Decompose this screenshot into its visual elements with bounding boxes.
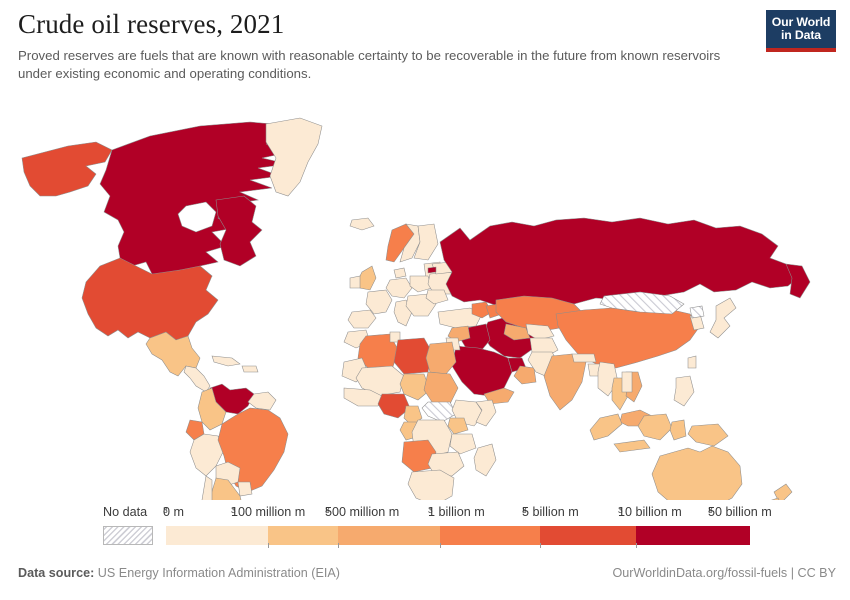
country-australia[interactable] [652, 446, 742, 500]
country-nepal-bhutan[interactable] [572, 354, 596, 362]
legend-tick-mark-3 [440, 543, 441, 548]
country-denmark[interactable] [394, 268, 406, 278]
country-paraguay[interactable] [238, 482, 252, 496]
country-taiwan[interactable] [688, 356, 696, 368]
country-marker-small[interactable] [428, 267, 436, 273]
page-title: Crude oil reserves, 2021 [18, 9, 285, 39]
chart-subtitle: Proved reserves are fuels that are known… [18, 47, 721, 82]
our-world-in-data-logo[interactable]: Our World in Data [766, 10, 836, 52]
country-united-kingdom[interactable] [358, 266, 376, 290]
country-russia-kamchatka[interactable] [786, 264, 810, 298]
country-tanzania[interactable] [450, 434, 476, 454]
map-svg [0, 100, 850, 500]
country-papua-new-guinea[interactable] [688, 424, 728, 446]
map-countries [22, 118, 810, 500]
country-uganda-kenya[interactable] [448, 418, 468, 434]
hudson-bay [178, 202, 216, 232]
country-west-africa-coast[interactable] [344, 388, 382, 406]
country-sudan[interactable] [424, 372, 458, 404]
country-germany[interactable] [386, 278, 412, 298]
country-nigeria[interactable] [378, 394, 410, 418]
chart-header: Crude oil reserves, 2021 Proved reserves… [18, 9, 832, 84]
country-romania[interactable] [426, 290, 448, 304]
legend-tick-mark-4 [540, 543, 541, 548]
country-laos-cambodia[interactable] [622, 372, 632, 392]
legend-bin-1[interactable] [268, 526, 338, 545]
country-egypt[interactable] [426, 342, 456, 374]
country-cuba[interactable] [212, 356, 240, 366]
country-somalia[interactable] [476, 400, 496, 426]
data-source: Data source: US Energy Information Admin… [18, 566, 340, 580]
legend-tick-mark-5 [636, 543, 637, 548]
country-france[interactable] [366, 290, 392, 314]
legend-bin-2[interactable] [338, 526, 440, 545]
country-madagascar[interactable] [474, 444, 496, 476]
logo-line-1: Our World [771, 14, 831, 29]
data-source-label: Data source: [18, 566, 95, 580]
legend-no-data-swatch[interactable] [103, 526, 153, 545]
country-mongolia[interactable] [600, 292, 684, 314]
country-central-america[interactable] [184, 366, 210, 392]
country-india[interactable] [544, 354, 586, 410]
legend-bin-4[interactable] [540, 526, 636, 545]
country-iceland[interactable] [350, 218, 374, 230]
country-finland[interactable] [414, 224, 438, 260]
country-indonesia-borneo[interactable] [638, 414, 672, 440]
country-japan[interactable] [710, 298, 736, 338]
world-choropleth-map[interactable] [0, 100, 850, 500]
country-indonesia-sumatra[interactable] [590, 414, 622, 440]
country-guyanas[interactable] [248, 392, 276, 410]
attribution-link[interactable]: OurWorldinData.org/fossil-fuels | CC BY [612, 566, 836, 580]
legend-color-bins [166, 526, 750, 548]
country-indonesia-java[interactable] [614, 440, 650, 452]
country-ireland[interactable] [350, 276, 360, 288]
country-north-korea[interactable] [690, 306, 704, 318]
legend-no-data-label: No data [103, 505, 148, 519]
country-hispaniola[interactable] [242, 366, 258, 372]
country-russia[interactable] [440, 218, 800, 306]
logo-line-2: in Data [781, 28, 821, 42]
country-chad[interactable] [400, 374, 430, 400]
country-philippines[interactable] [674, 376, 694, 406]
legend-tick-mark-1 [268, 543, 269, 548]
data-source-value: US Energy Information Administration (EI… [97, 566, 340, 580]
country-chile[interactable] [202, 476, 216, 500]
country-canada-east[interactable] [216, 196, 262, 266]
country-alaska[interactable] [22, 142, 112, 196]
country-new-zealand-south[interactable] [756, 498, 782, 500]
country-indonesia-sulawesi[interactable] [670, 420, 686, 440]
country-south-africa[interactable] [408, 470, 454, 500]
country-argentina[interactable] [210, 478, 244, 500]
country-new-zealand[interactable] [774, 484, 792, 500]
legend-bin-0[interactable] [166, 526, 268, 545]
legend-bin-5[interactable] [636, 526, 750, 545]
country-oman[interactable] [514, 366, 536, 384]
country-poland[interactable] [410, 276, 432, 292]
legend-bin-3[interactable] [440, 526, 540, 545]
legend-tick-mark-2 [338, 543, 339, 548]
country-turkmenistan[interactable] [504, 324, 530, 340]
country-greenland[interactable] [266, 118, 322, 196]
country-spain[interactable] [348, 310, 376, 328]
